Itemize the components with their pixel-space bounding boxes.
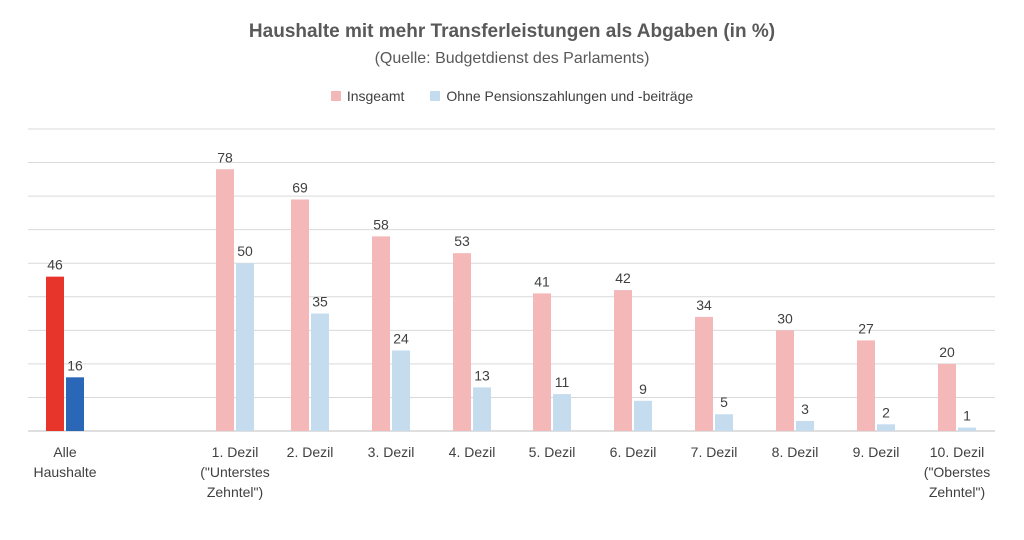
bar-ohne-pension (66, 377, 84, 431)
bar-ohne-pension (715, 414, 733, 431)
bar-ohne-pension (796, 420, 814, 431)
data-label: 69 (292, 179, 308, 195)
bar-ohne-pension (311, 313, 329, 431)
category-label: ("Oberstes (924, 464, 990, 480)
category-label: 5. Dezil (529, 444, 576, 460)
data-label: 78 (217, 149, 233, 165)
data-label: 3 (801, 401, 809, 417)
bar-insgeamt (695, 316, 713, 431)
category-label: 6. Dezil (610, 444, 657, 460)
category-label: Zehntel") (929, 484, 985, 500)
data-label: 34 (696, 297, 712, 313)
category-label: 1. Dezil (212, 444, 259, 460)
bar-insgeamt (857, 340, 875, 431)
bar-ohne-pension (553, 394, 571, 431)
legend-label-ohne-pension: Ohne Pensionszahlungen und -beiträge (446, 88, 694, 104)
data-label: 30 (777, 310, 793, 326)
data-label: 27 (858, 320, 874, 336)
category-label: 8. Dezil (772, 444, 819, 460)
category-label: Haushalte (33, 464, 96, 480)
bar-insgeamt (614, 290, 632, 431)
data-label: 42 (615, 270, 631, 286)
data-label: 20 (939, 344, 955, 360)
bar-insgeamt (533, 293, 551, 431)
bar-insgeamt (776, 330, 794, 431)
data-label: 41 (534, 273, 550, 289)
data-label: 11 (555, 374, 570, 390)
legend-item-ohne-pension: Ohne Pensionszahlungen und -beiträge (430, 88, 693, 104)
legend: Insgeamt Ohne Pensionszahlungen und -bei… (0, 88, 1024, 104)
category-label: ("Unterstes (200, 464, 270, 480)
data-label: 5 (720, 394, 728, 410)
bar-insgeamt (46, 276, 64, 431)
bar-insgeamt (291, 199, 309, 431)
category-label: Zehntel") (207, 484, 263, 500)
category-label: 4. Dezil (449, 444, 496, 460)
data-label: 58 (373, 216, 389, 232)
bar-ohne-pension (392, 350, 410, 431)
category-label: Alle (53, 444, 77, 460)
category-label: 10. Dezil (930, 444, 984, 460)
data-label: 24 (393, 330, 409, 346)
bar-ohne-pension (236, 263, 254, 431)
data-label: 46 (47, 257, 63, 273)
legend-swatch-ohne-pension (430, 91, 441, 101)
bar-ohne-pension (877, 424, 895, 431)
data-label: 50 (237, 243, 253, 259)
category-label: 2. Dezil (287, 444, 334, 460)
data-label: 9 (639, 381, 647, 397)
legend-item-insgeamt: Insgeamt (330, 88, 405, 104)
legend-swatch-insgeamt (330, 91, 341, 101)
data-label: 1 (963, 408, 971, 424)
chart-subtitle: (Quelle: Budgetdienst des Parlaments) (374, 50, 650, 67)
data-label: 16 (67, 357, 83, 373)
bar-insgeamt (453, 253, 471, 431)
bar-ohne-pension (473, 387, 491, 431)
category-label: 3. Dezil (368, 444, 415, 460)
data-label: 13 (474, 367, 490, 383)
bar-ohne-pension (958, 427, 976, 431)
bar-insgeamt (216, 169, 234, 431)
bar-insgeamt (938, 363, 956, 431)
bar-ohne-pension (634, 400, 652, 431)
data-label: 53 (454, 233, 470, 249)
category-label: 9. Dezil (853, 444, 900, 460)
bar-insgeamt (372, 236, 390, 431)
data-label: 35 (312, 294, 328, 310)
legend-label-insgeamt: Insgeamt (346, 88, 405, 104)
data-label: 2 (882, 404, 890, 420)
category-label: 7. Dezil (691, 444, 738, 460)
chart-title: Haushalte mit mehr Transferleistungen al… (248, 21, 776, 42)
